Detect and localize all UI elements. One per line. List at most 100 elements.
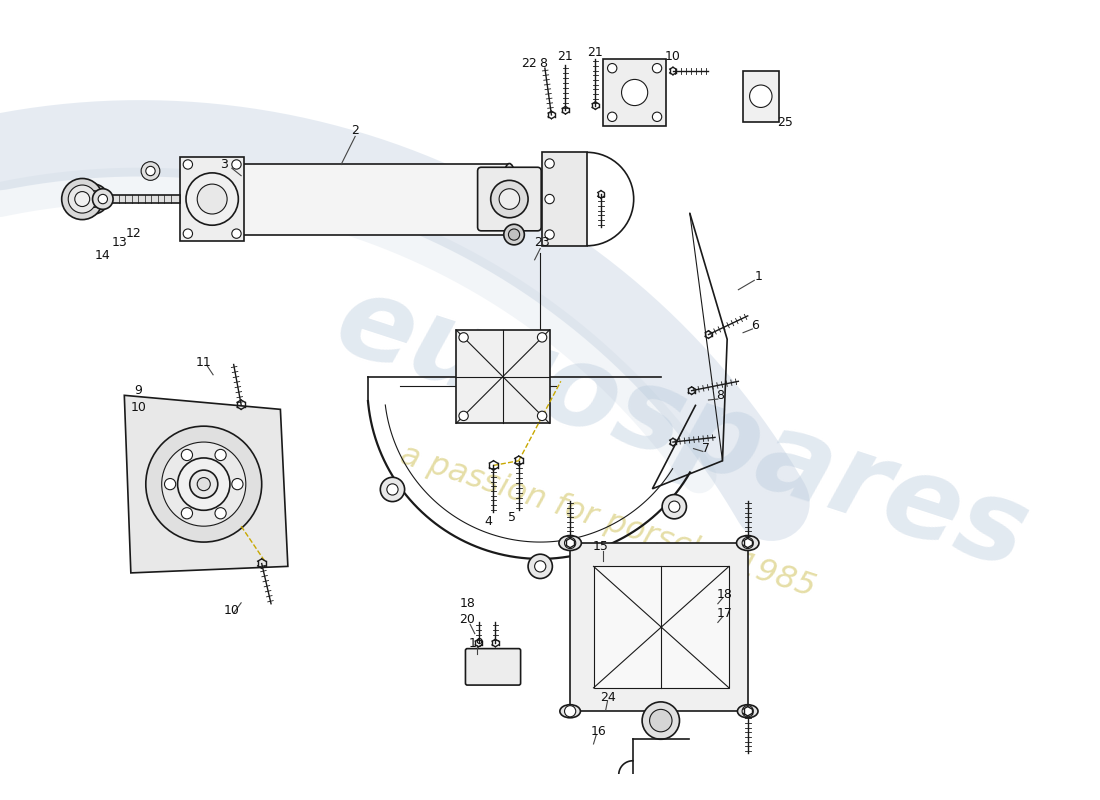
Text: 14: 14: [95, 249, 111, 262]
Text: 22: 22: [521, 57, 537, 70]
Circle shape: [184, 160, 192, 169]
Text: 23: 23: [535, 237, 550, 250]
Text: 15: 15: [593, 540, 609, 554]
Circle shape: [186, 173, 239, 226]
Circle shape: [232, 229, 241, 238]
Text: 19: 19: [469, 637, 484, 650]
Circle shape: [189, 470, 218, 498]
Circle shape: [544, 159, 554, 168]
Ellipse shape: [737, 535, 759, 550]
Text: 5: 5: [508, 511, 516, 524]
Text: 18: 18: [716, 588, 733, 601]
Circle shape: [75, 191, 90, 206]
Text: 13: 13: [112, 237, 128, 250]
Text: 10: 10: [131, 401, 146, 414]
Circle shape: [652, 112, 662, 122]
Circle shape: [98, 194, 108, 204]
Text: 17: 17: [716, 606, 733, 620]
Circle shape: [214, 450, 227, 461]
Bar: [603, 59, 667, 126]
Circle shape: [528, 554, 552, 578]
Text: 2: 2: [351, 124, 359, 138]
Text: 1: 1: [755, 270, 763, 283]
Text: 18: 18: [460, 598, 475, 610]
Text: a passion for porsche 1985: a passion for porsche 1985: [396, 439, 820, 603]
Circle shape: [68, 185, 97, 213]
Circle shape: [538, 411, 547, 421]
Circle shape: [621, 79, 648, 106]
Circle shape: [182, 450, 192, 461]
Circle shape: [214, 508, 227, 519]
Text: 24: 24: [600, 690, 615, 704]
Circle shape: [662, 494, 686, 519]
Text: 12: 12: [125, 227, 142, 240]
Circle shape: [499, 189, 519, 210]
FancyBboxPatch shape: [465, 649, 520, 685]
Text: 6: 6: [751, 318, 759, 332]
Ellipse shape: [559, 535, 582, 550]
Circle shape: [544, 194, 554, 204]
Circle shape: [62, 178, 102, 220]
Circle shape: [459, 333, 469, 342]
Circle shape: [564, 706, 575, 717]
Circle shape: [749, 85, 772, 107]
Circle shape: [491, 180, 528, 218]
Circle shape: [508, 229, 519, 240]
Circle shape: [146, 166, 155, 176]
Text: 20: 20: [460, 613, 475, 626]
Text: eurospares: eurospares: [322, 264, 1042, 592]
Circle shape: [742, 538, 754, 549]
Bar: [742, 71, 779, 122]
Circle shape: [544, 230, 554, 239]
Text: 8: 8: [716, 389, 724, 402]
Circle shape: [642, 702, 680, 739]
Text: 9: 9: [134, 384, 142, 397]
Polygon shape: [570, 543, 748, 711]
Text: 21: 21: [587, 46, 603, 59]
Text: 8: 8: [539, 57, 547, 70]
Ellipse shape: [560, 705, 581, 718]
Bar: [101, 195, 180, 202]
Circle shape: [141, 162, 160, 180]
Circle shape: [146, 426, 262, 542]
Text: 3: 3: [220, 158, 229, 171]
Circle shape: [504, 224, 525, 245]
Circle shape: [232, 478, 243, 490]
Circle shape: [607, 112, 617, 122]
Circle shape: [538, 333, 547, 342]
Text: 10: 10: [224, 604, 240, 617]
Ellipse shape: [737, 705, 758, 718]
Circle shape: [742, 706, 754, 717]
Bar: [180, 157, 244, 241]
Circle shape: [607, 63, 617, 73]
Bar: [191, 163, 509, 234]
Circle shape: [197, 478, 210, 490]
Text: 11: 11: [196, 356, 211, 369]
Circle shape: [650, 710, 672, 732]
Circle shape: [387, 484, 398, 495]
Circle shape: [184, 229, 192, 238]
Circle shape: [381, 478, 405, 502]
Text: 7: 7: [702, 442, 710, 455]
Text: 21: 21: [558, 50, 573, 62]
Circle shape: [165, 478, 176, 490]
Circle shape: [162, 442, 245, 526]
Circle shape: [232, 160, 241, 169]
Circle shape: [535, 561, 546, 572]
Circle shape: [459, 411, 469, 421]
Circle shape: [92, 189, 113, 210]
Bar: [456, 330, 550, 423]
Circle shape: [197, 184, 227, 214]
Ellipse shape: [500, 163, 518, 234]
Text: 4: 4: [484, 515, 492, 528]
Circle shape: [177, 458, 230, 510]
Text: 16: 16: [591, 726, 606, 738]
Circle shape: [564, 538, 575, 549]
Polygon shape: [124, 395, 288, 573]
Circle shape: [85, 190, 102, 207]
FancyBboxPatch shape: [477, 167, 541, 231]
Text: 10: 10: [666, 50, 681, 62]
Circle shape: [652, 63, 662, 73]
Circle shape: [78, 184, 109, 214]
Polygon shape: [594, 566, 729, 688]
